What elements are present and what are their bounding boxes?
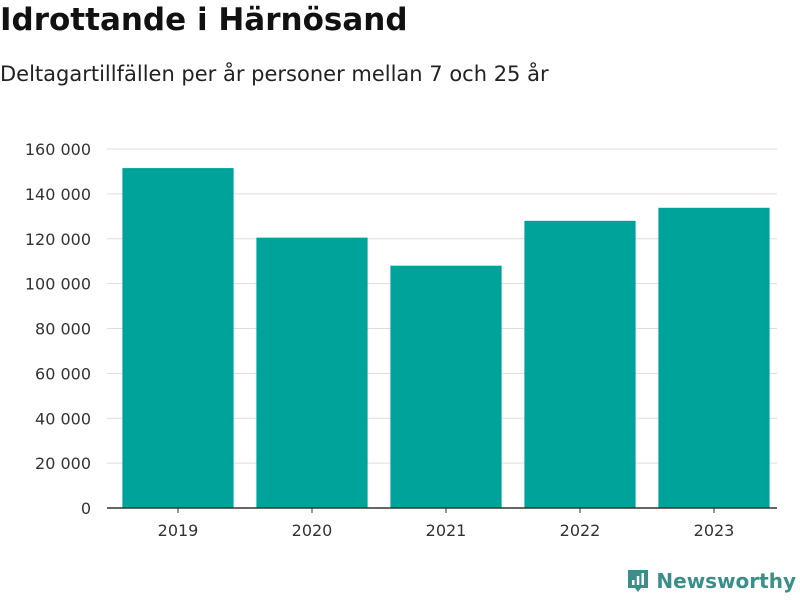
- brand-logo: Newsworthy: [626, 568, 796, 594]
- y-tick-label: 100 000: [25, 275, 91, 294]
- bar-2021: [390, 265, 502, 508]
- bar-2022: [524, 220, 636, 509]
- bars: [122, 168, 770, 509]
- y-tick-label: 160 000: [25, 140, 91, 159]
- brand-name: Newsworthy: [656, 569, 796, 593]
- newsworthy-logo-icon: [628, 570, 649, 592]
- y-tick-label: 40 000: [35, 409, 91, 428]
- y-tick-label: 60 000: [35, 364, 91, 383]
- y-tick-label: 80 000: [35, 320, 91, 339]
- y-tick-label: 140 000: [25, 185, 91, 204]
- bar-2019: [122, 168, 234, 508]
- chart-title: Idrottande i Härnösand: [0, 2, 408, 38]
- x-tick-label: 2019: [158, 521, 199, 540]
- x-tick-label: 2021: [426, 521, 467, 540]
- bar-2020: [256, 237, 368, 509]
- bar-2023: [658, 207, 770, 508]
- chart-subtitle: Deltagartillfällen per år personer mella…: [0, 62, 549, 86]
- axes: 0 20 000 40 000 60 000 80 000 100 000 120 000 1…: [25, 140, 777, 540]
- y-tick-label: 20 000: [35, 454, 91, 473]
- y-tick-label: 120 000: [25, 230, 91, 249]
- x-tick-label: 2020: [292, 521, 333, 540]
- y-tick-label: 0: [81, 499, 91, 518]
- x-tick-label: 2023: [694, 521, 735, 540]
- x-tick-label: 2022: [560, 521, 601, 540]
